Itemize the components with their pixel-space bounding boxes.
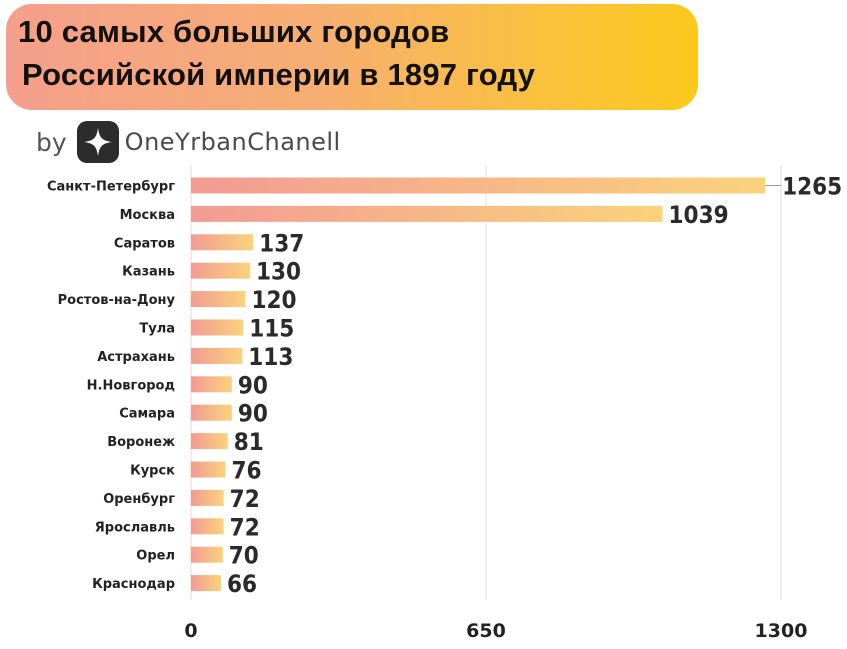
bar — [191, 546, 223, 563]
value-label: 81 — [234, 428, 264, 456]
bar — [191, 461, 226, 478]
value-label: 90 — [238, 371, 268, 399]
bar — [191, 347, 243, 364]
category-label: Тула — [139, 322, 175, 337]
chart-title-line-2: Российской империи в 1897 году — [22, 57, 536, 92]
bar — [191, 291, 246, 308]
category-label: Москва — [120, 208, 175, 223]
category-label: Орел — [136, 549, 175, 564]
bar — [191, 376, 232, 393]
x-tick-label: 0 — [184, 620, 197, 642]
value-label: 70 — [229, 542, 259, 570]
value-label: 90 — [238, 400, 268, 428]
category-label: Ростов-на-Дону — [58, 293, 176, 308]
category-label: Воронеж — [107, 435, 175, 450]
channel-name: OneYrbanChanell — [124, 128, 341, 156]
bar — [191, 319, 244, 336]
category-label: Н.Новгород — [87, 378, 175, 393]
bars — [191, 177, 766, 592]
x-tick-label: 1300 — [755, 620, 808, 642]
category-label: Курск — [130, 464, 175, 479]
value-label: 66 — [227, 570, 257, 598]
category-label: Казань — [122, 265, 175, 280]
bar — [191, 234, 254, 251]
bar — [191, 518, 224, 535]
bar — [191, 575, 221, 592]
chart-title-line-1: 10 самых больших городов — [18, 14, 450, 49]
title-banner — [6, 4, 698, 110]
value-label: 113 — [248, 343, 293, 371]
bar — [191, 205, 663, 222]
bar — [191, 404, 232, 421]
value-label: 115 — [249, 315, 294, 343]
bar — [191, 433, 228, 450]
value-label: 120 — [251, 286, 296, 314]
bar — [191, 262, 250, 279]
value-label: 72 — [230, 485, 260, 513]
x-tick-label: 650 — [466, 620, 506, 642]
category-label: Астрахань — [97, 350, 175, 365]
by-label: by — [36, 127, 67, 157]
bar — [191, 489, 224, 506]
category-label: Саратов — [114, 236, 175, 251]
sparkle-star-icon — [76, 121, 119, 163]
value-label: 130 — [256, 258, 301, 286]
value-label: 1039 — [669, 201, 729, 229]
category-label: Оренбург — [103, 492, 175, 507]
labels: 0 650 1300 Санкт-Петербург 1265 Москва 1039 Сар… — [47, 173, 842, 643]
category-label: Ярославль — [95, 520, 175, 535]
bar — [191, 177, 766, 194]
value-label: 1265 — [782, 173, 842, 201]
category-label: Краснодар — [92, 577, 175, 592]
value-label: 137 — [259, 229, 304, 257]
value-label: 72 — [230, 513, 260, 541]
byline: by OneYrbanChanell — [36, 121, 341, 163]
category-label: Санкт-Петербург — [47, 180, 175, 195]
value-label: 76 — [231, 457, 261, 485]
category-label: Самара — [119, 407, 175, 422]
